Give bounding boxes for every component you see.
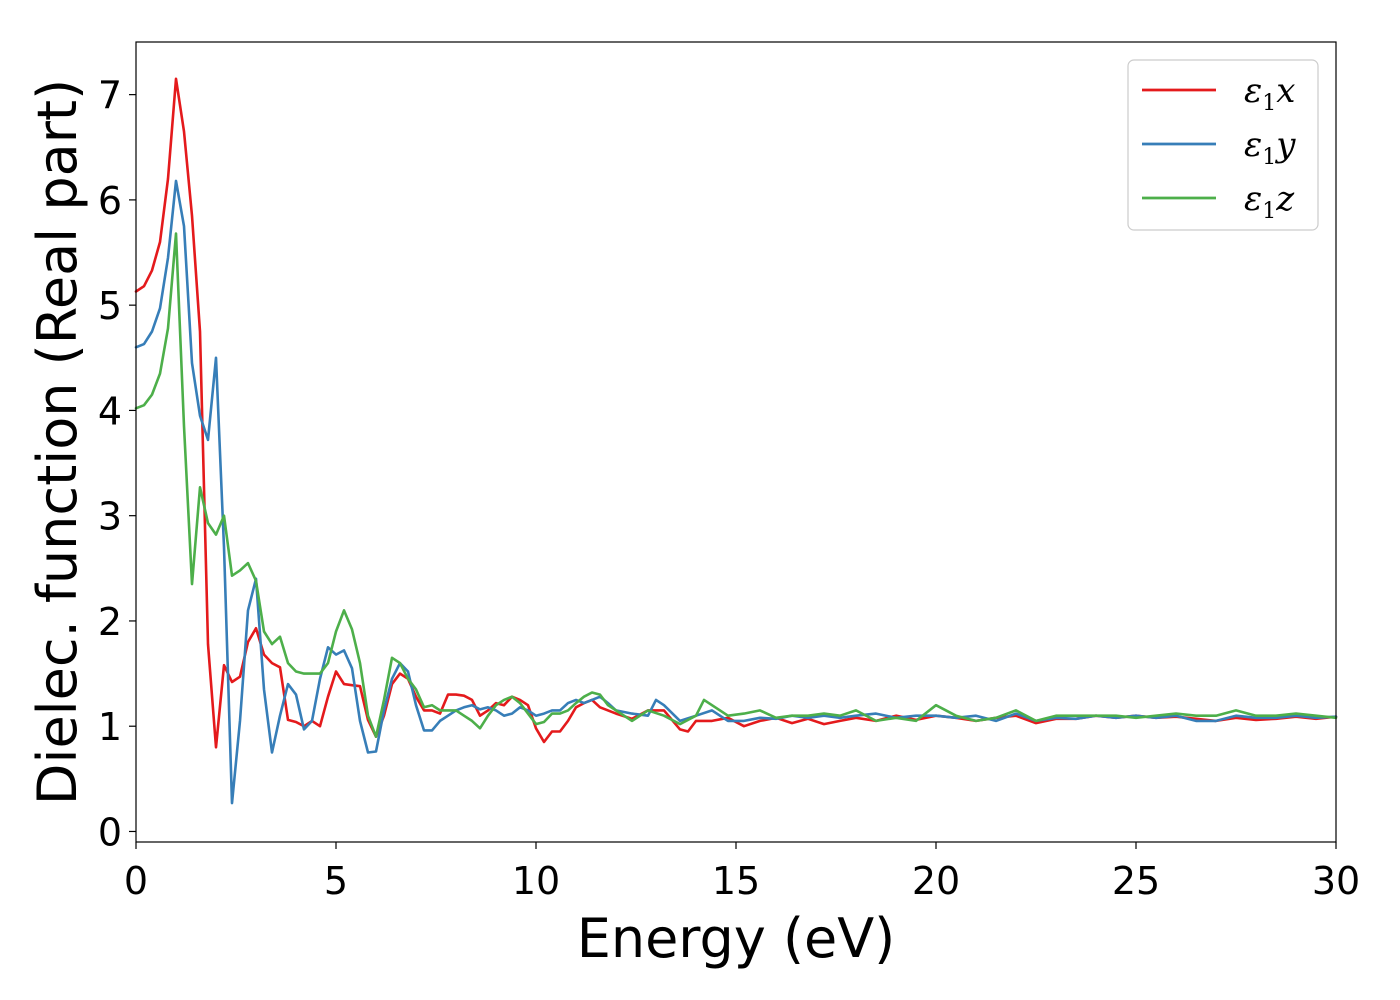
y-tick-label: 0 — [98, 810, 122, 854]
x-axis: 0 5 10 15 20 25 30 — [124, 842, 1360, 903]
y-tick-label: 1 — [98, 705, 122, 749]
series-line-y — [134, 179, 1338, 805]
y-tick-label: 2 — [98, 600, 122, 644]
legend: ε1x ε1y ε1z — [1127, 59, 1319, 231]
legend-label-z: ε1z — [1244, 179, 1295, 224]
x-tick-label: 20 — [912, 859, 960, 903]
legend-box — [1127, 59, 1319, 231]
x-tick-label: 15 — [712, 859, 760, 903]
y-tick-label: 4 — [98, 389, 122, 433]
x-axis-title: Energy (eV) — [577, 907, 896, 970]
legend-label-y: ε1y — [1244, 125, 1296, 170]
y-axis: 0 1 2 3 4 5 6 7 — [98, 74, 136, 854]
y-axis-title: Dielec. function (Real part) — [26, 79, 89, 805]
x-tick-label: 10 — [512, 859, 560, 903]
y-tick-label: 3 — [98, 495, 122, 539]
x-tick-label: 5 — [324, 859, 348, 903]
series-line-z — [134, 232, 1338, 739]
x-tick-label: 0 — [124, 859, 148, 903]
y-tick-label: 5 — [98, 284, 122, 328]
series-layer — [134, 77, 1338, 805]
x-tick-label: 30 — [1312, 859, 1360, 903]
x-tick-label: 25 — [1112, 859, 1160, 903]
y-tick-label: 7 — [98, 74, 122, 118]
y-tick-label: 6 — [98, 179, 122, 223]
legend-label-x: ε1x — [1244, 71, 1295, 116]
